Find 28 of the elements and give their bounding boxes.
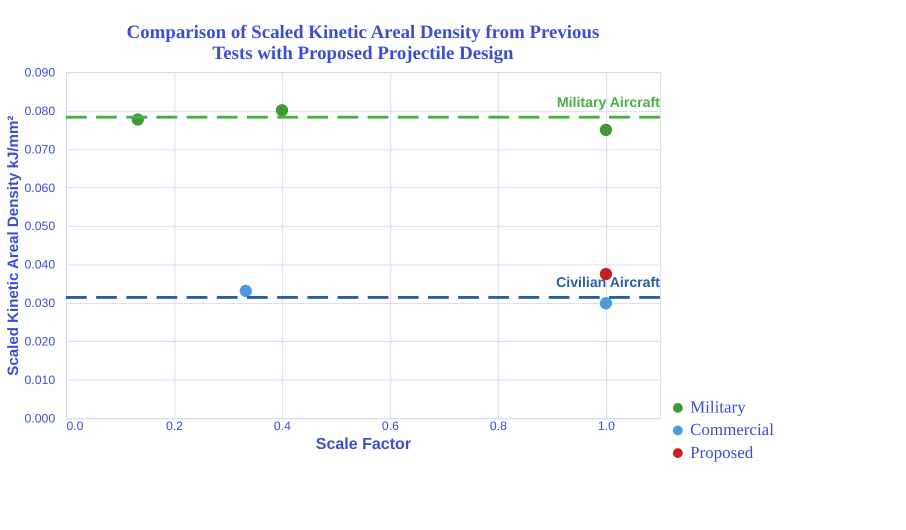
y-tick-label: 0.060 <box>24 180 56 195</box>
ref-line-label: Military Aircraft <box>556 94 660 110</box>
y-tick-label: 0.010 <box>24 372 56 387</box>
point <box>240 284 252 298</box>
legend-label: Proposed <box>690 442 754 462</box>
legend-label: Military <box>690 398 746 417</box>
x-tick-label: 0.0 <box>66 418 84 433</box>
x-tick-label: 0.6 <box>382 418 400 433</box>
y-tick-label: 0.090 <box>24 65 56 80</box>
y-tick-label: 0.070 <box>24 142 56 156</box>
ref-line-label: Civilian Aircraft <box>556 274 660 290</box>
y-tick-label: 0.080 <box>24 104 56 118</box>
y-tick-label: 0.040 <box>24 258 56 272</box>
x-tick-label: 0.2 <box>166 418 184 433</box>
legend-label: Commercial <box>690 420 774 440</box>
y-tick-label: 0.030 <box>24 296 56 310</box>
x-axis-title: Scale Factor <box>316 434 412 453</box>
point <box>276 104 288 116</box>
y-tick-label: 0.000 <box>24 411 56 426</box>
y-tick-label: 0.050 <box>24 219 56 234</box>
x-tick-label: 0.4 <box>274 418 292 433</box>
x-tick-label: 1.0 <box>598 418 616 433</box>
point <box>600 124 612 136</box>
point <box>600 297 612 310</box>
x-tick-label: 0.8 <box>490 418 508 433</box>
chart-title: Comparison of Scaled Kinetic Areal Density from Previous Tests with Proposed Projectile Design <box>126 22 600 64</box>
y-axis-title: Scaled Kinetic Areal Density kJ/mm² <box>4 116 22 376</box>
y-tick-label: 0.020 <box>24 334 56 349</box>
